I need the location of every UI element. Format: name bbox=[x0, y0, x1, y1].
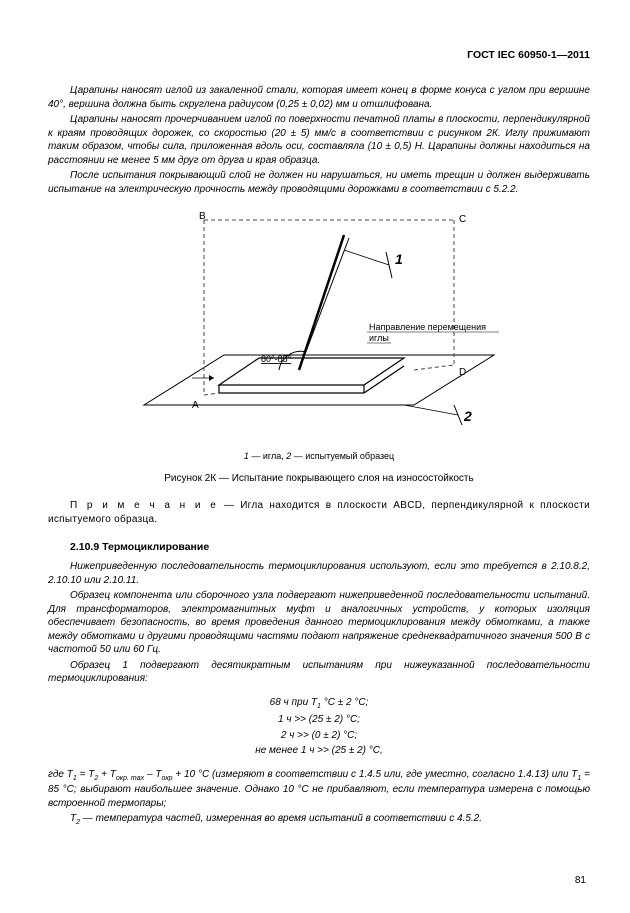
section-p1: Нижеприведенную последовательность термо… bbox=[48, 560, 590, 587]
figure-legend: 1 — игла, 2 — испытуемый образец bbox=[48, 450, 590, 462]
formula-block: 68 ч при Т1 °С ± 2 °С; 1 ч >> (25 ± 2) °… bbox=[48, 696, 590, 758]
formula-2: 1 ч >> (25 ± 2) °С; bbox=[48, 713, 590, 727]
standard-header: ГОСТ IEC 60950-1—2011 bbox=[48, 48, 590, 62]
formula-4: не менее 1 ч >> (25 ± 2) °С, bbox=[48, 744, 590, 758]
paragraph-3: После испытания покрывающий слой не долж… bbox=[48, 169, 590, 196]
figure-diagram: В С А D 1 2 80°-85° Направление перемеще… bbox=[134, 210, 504, 435]
note-text: П р и м е ч а н и е — Игла находится в п… bbox=[48, 499, 590, 526]
label-angle: 80°-85° bbox=[261, 354, 292, 364]
section-p3: Образец 1 подвергают десятикратным испыт… bbox=[48, 659, 590, 686]
label-D: D bbox=[459, 367, 466, 378]
label-B: В bbox=[199, 211, 206, 222]
label-A: А bbox=[192, 400, 199, 411]
where-1: где Т1 = Т2 + Токр. max – Токр + 10 °С (… bbox=[48, 768, 590, 810]
section-heading: 2.10.9 Термоциклирование bbox=[48, 540, 590, 554]
label-direction-1: Направление перемещения bbox=[369, 322, 486, 332]
figure-2k: В С А D 1 2 80°-85° Направление перемеще… bbox=[48, 210, 590, 440]
note-prefix: П р и м е ч а н и е bbox=[70, 500, 218, 511]
label-2: 2 bbox=[463, 408, 472, 424]
where-2: Т2 — температура частей, измеренная во в… bbox=[48, 812, 590, 827]
paragraph-1: Царапины наносят иглой из закаленной ста… bbox=[48, 84, 590, 111]
figure-caption: Рисунок 2К — Испытание покрывающего слоя… bbox=[48, 472, 590, 486]
label-C: С bbox=[459, 214, 466, 225]
page-number: 81 bbox=[575, 874, 586, 888]
section-p2: Образец компонента или сборочного узла п… bbox=[48, 589, 590, 657]
paragraph-2: Царапины наносят прочерчиванием иглой по… bbox=[48, 113, 590, 167]
label-1: 1 bbox=[395, 251, 403, 267]
formula-3: 2 ч >> (0 ± 2) °С; bbox=[48, 729, 590, 743]
formula-1: 68 ч при Т1 °С ± 2 °С; bbox=[48, 696, 590, 711]
label-direction-2: иглы bbox=[369, 333, 389, 343]
